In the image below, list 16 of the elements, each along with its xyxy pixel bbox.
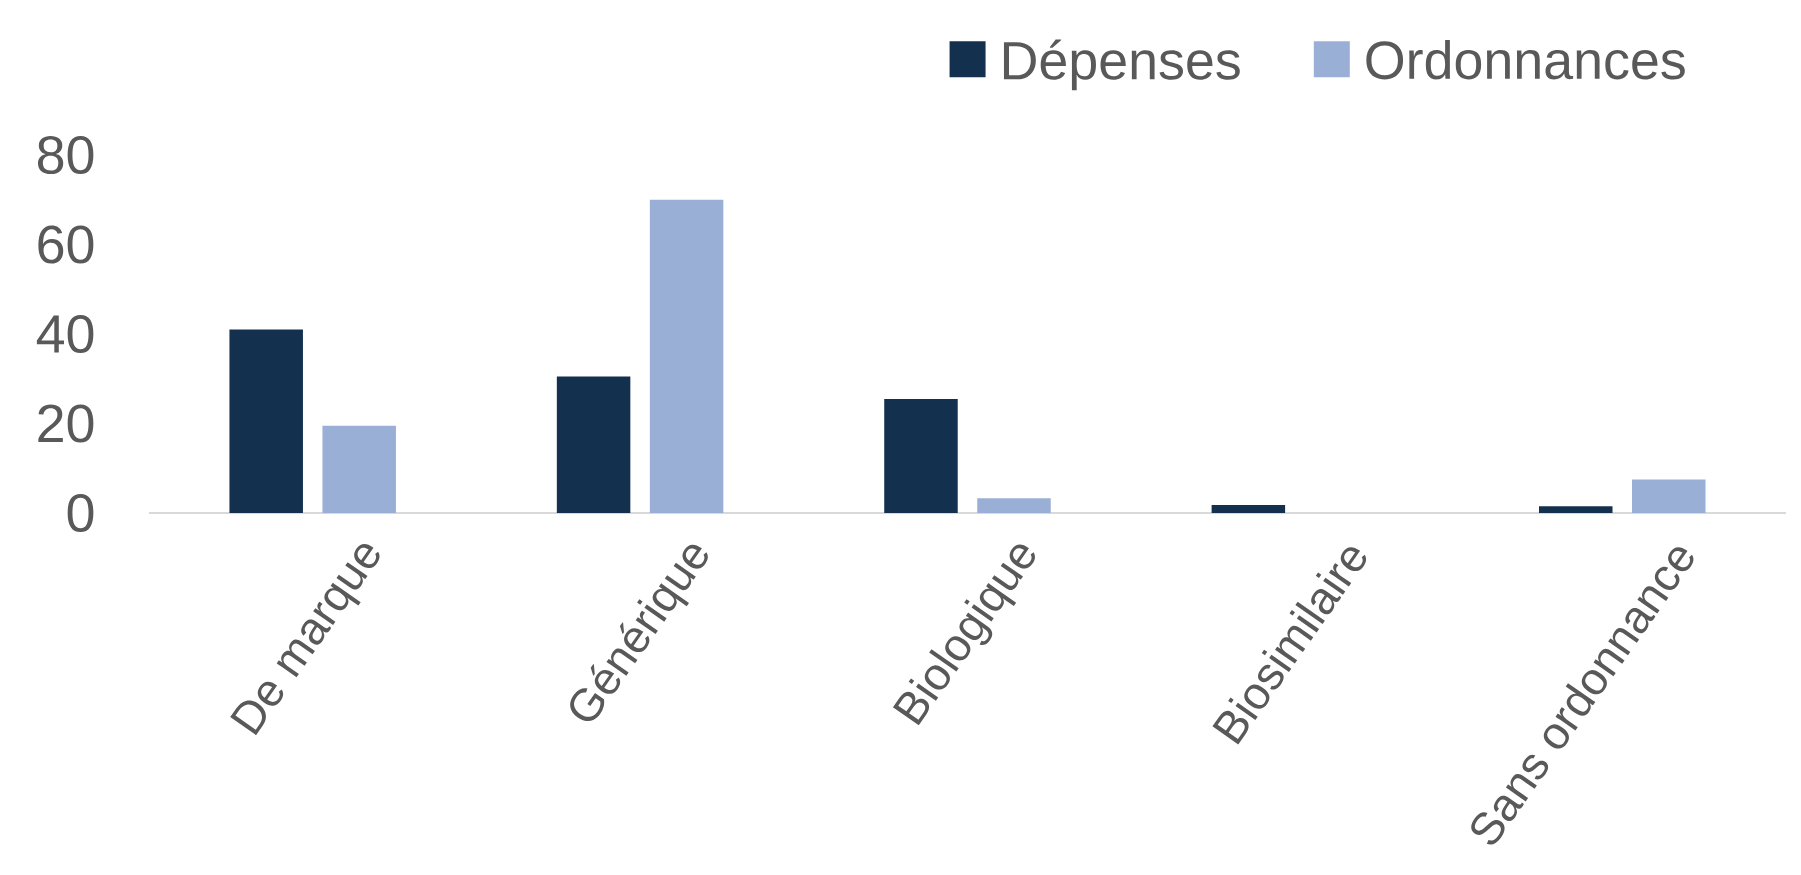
bar bbox=[1632, 479, 1706, 513]
bar bbox=[884, 398, 958, 513]
bar bbox=[556, 376, 631, 513]
bar bbox=[1211, 504, 1286, 513]
bar bbox=[1539, 506, 1613, 513]
y-tick-label: 0 bbox=[67, 493, 94, 533]
bar bbox=[649, 199, 724, 513]
y-tick-label: 20 bbox=[38, 404, 94, 443]
y-tick-label: 40 bbox=[36, 314, 94, 354]
y-tick-label: 60 bbox=[38, 225, 94, 264]
bar bbox=[229, 329, 303, 513]
legend-label: Ordonnances bbox=[1366, 39, 1685, 80]
y-tick-label: 80 bbox=[37, 135, 94, 175]
bar bbox=[322, 425, 396, 513]
legend-label: Dépenses bbox=[1003, 39, 1240, 91]
bar bbox=[977, 498, 1051, 513]
